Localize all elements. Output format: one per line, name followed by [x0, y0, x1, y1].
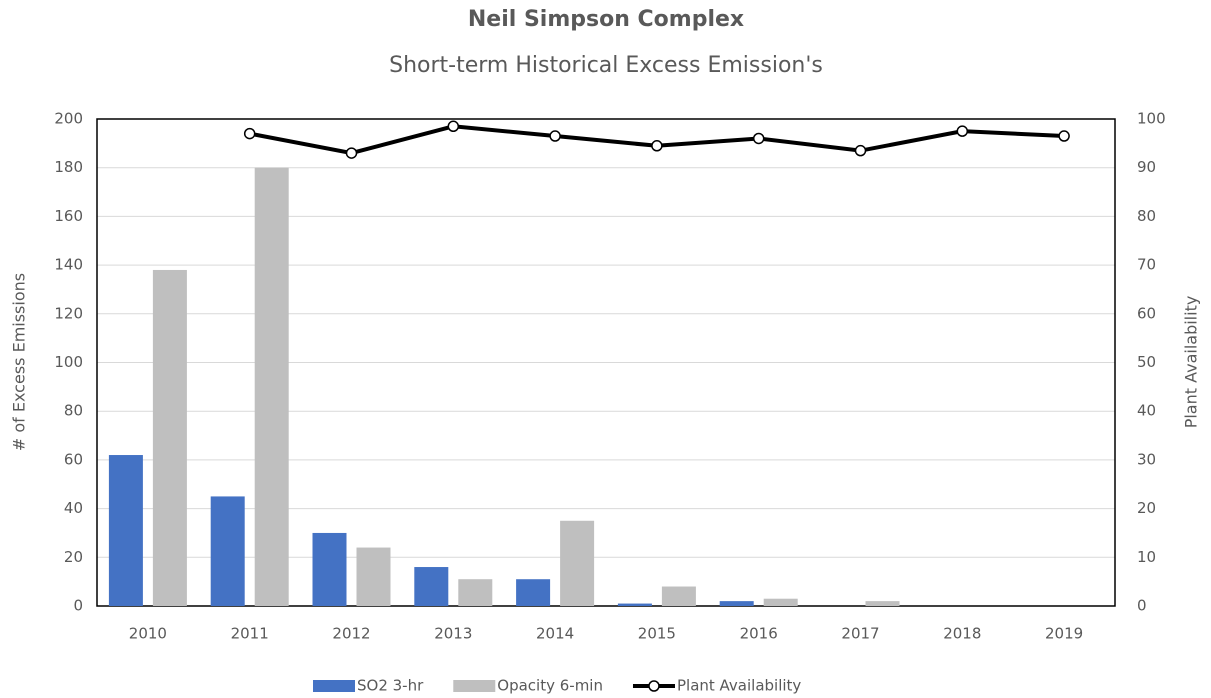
legend-label: SO2 3-hr — [357, 677, 424, 695]
y-tick-label: 0 — [73, 597, 83, 615]
x-tick-label: 2015 — [638, 625, 676, 643]
y-tick-label: 120 — [54, 304, 83, 322]
y-tick-label: 20 — [64, 548, 83, 566]
bar — [108, 455, 143, 606]
y-tick-label: 100 — [54, 353, 83, 371]
y-tick-label: 140 — [54, 256, 83, 274]
chart-title: Neil Simpson Complex — [468, 7, 744, 32]
x-tick-label: 2019 — [1045, 625, 1083, 643]
y-tick-label: 160 — [54, 207, 83, 225]
y-tick-label: 80 — [64, 402, 83, 420]
bar — [458, 579, 493, 606]
y2-tick-label: 90 — [1137, 158, 1156, 176]
line-marker — [1058, 130, 1070, 142]
line-marker — [854, 144, 867, 157]
y2-tick-label: 20 — [1137, 499, 1156, 517]
legend-label: Plant Availability — [677, 677, 801, 695]
y2-tick-label: 40 — [1137, 402, 1156, 420]
legend-swatch — [648, 680, 660, 692]
y2-tick-label: 10 — [1137, 548, 1156, 566]
x-tick-label: 2012 — [332, 625, 370, 643]
y2-tick-label: 50 — [1137, 353, 1156, 371]
x-tick-label: 2016 — [740, 625, 778, 643]
bar — [152, 269, 187, 606]
x-tick-label: 2017 — [841, 625, 879, 643]
x-tick-label: 2010 — [129, 625, 167, 643]
y-tick-label: 60 — [64, 450, 83, 468]
x-tick-label: 2011 — [231, 625, 269, 643]
bar — [356, 547, 391, 606]
bar — [254, 167, 289, 606]
bar — [210, 496, 245, 606]
y2-tick-label: 30 — [1137, 450, 1156, 468]
bar — [865, 601, 900, 606]
x-tick-label: 2013 — [434, 625, 472, 643]
line-marker — [447, 120, 460, 133]
line-marker — [243, 127, 256, 140]
plot-frame — [96, 118, 1116, 607]
bar — [312, 532, 347, 606]
line-marker — [956, 125, 969, 137]
legend-swatch — [313, 680, 355, 692]
x-tick-label: 2014 — [536, 625, 574, 643]
y2-tick-label: 60 — [1137, 304, 1156, 322]
line-marker — [549, 130, 561, 142]
chart-subtitle: Short-term Historical Excess Emission's — [389, 53, 823, 78]
legend-label: Opacity 6-min — [497, 677, 603, 695]
y2-tick-label: 100 — [1137, 110, 1166, 128]
y2-tick-label: 0 — [1137, 597, 1147, 615]
bar — [414, 567, 449, 606]
bar — [763, 598, 798, 606]
y-tick-label: 180 — [54, 158, 83, 176]
bar — [617, 603, 652, 606]
line-marker — [651, 140, 663, 152]
x-tick-label: 2018 — [943, 625, 981, 643]
bar — [560, 520, 595, 606]
line-marker — [345, 147, 358, 159]
bar — [661, 586, 696, 606]
y-axis-label: # of Excess Emissions — [10, 273, 29, 451]
y-tick-label: 40 — [64, 499, 83, 517]
y2-axis-label: Plant Availability — [1182, 296, 1201, 429]
line-marker — [752, 132, 765, 145]
legend-swatch — [453, 680, 496, 692]
bar — [719, 601, 754, 606]
bar — [516, 579, 551, 606]
y2-tick-label: 80 — [1137, 207, 1156, 225]
y2-tick-label: 70 — [1137, 256, 1156, 274]
y-tick-label: 200 — [54, 110, 83, 128]
